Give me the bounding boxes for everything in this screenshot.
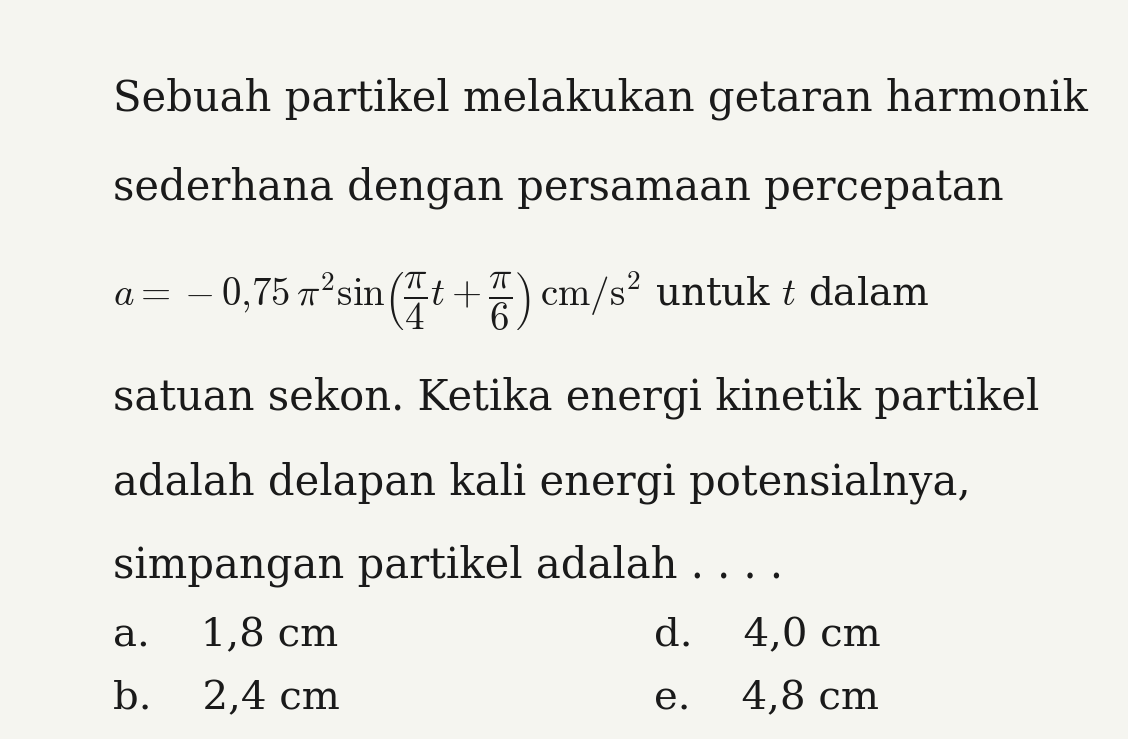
Text: satuan sekon. Ketika energi kinetik partikel: satuan sekon. Ketika energi kinetik part…	[113, 377, 1039, 420]
Text: a.    1,8 cm: a. 1,8 cm	[113, 617, 338, 654]
Text: simpangan partikel adalah . . . .: simpangan partikel adalah . . . .	[113, 545, 783, 588]
Text: Sebuah partikel melakukan getaran harmonik: Sebuah partikel melakukan getaran harmon…	[113, 78, 1087, 120]
Text: sederhana dengan persamaan percepatan: sederhana dengan persamaan percepatan	[113, 166, 1004, 209]
Text: b.    2,4 cm: b. 2,4 cm	[113, 680, 340, 717]
Text: e.    4,8 cm: e. 4,8 cm	[654, 680, 879, 717]
Text: adalah delapan kali energi potensialnya,: adalah delapan kali energi potensialnya,	[113, 462, 970, 505]
Text: $a = -0{,}75\,\pi^2 \sin\!\left(\dfrac{\pi}{4}t+\dfrac{\pi}{6}\right)\,\mathrm{c: $a = -0{,}75\,\pi^2 \sin\!\left(\dfrac{\…	[113, 270, 929, 333]
Text: d.    4,0 cm: d. 4,0 cm	[654, 617, 881, 654]
